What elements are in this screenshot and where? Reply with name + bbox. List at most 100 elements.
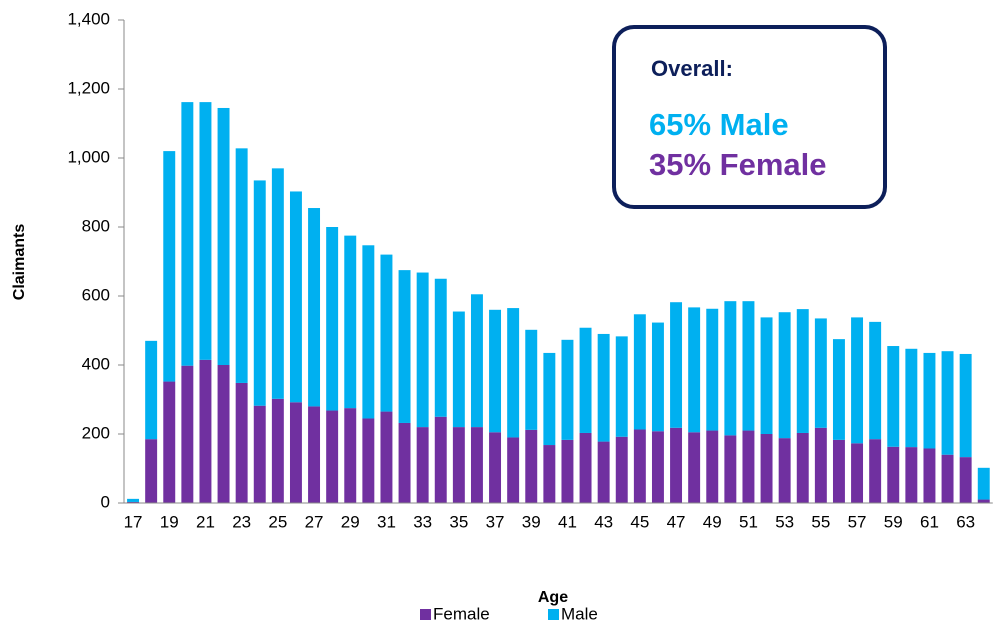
bar-segment (289, 402, 302, 503)
x-tick-label: 31 (377, 512, 396, 531)
bar-segment (959, 457, 972, 503)
x-tick-label: 17 (124, 512, 143, 531)
bar-segment (579, 327, 592, 433)
bar-segment (905, 447, 918, 503)
bar-segment (127, 498, 140, 502)
bar-segment (507, 308, 520, 438)
x-tick-label: 51 (739, 512, 758, 531)
bar-segment (543, 445, 556, 503)
bar-segment (561, 439, 574, 503)
bar-segment (887, 446, 900, 503)
bar-segment (507, 437, 520, 503)
x-tick-label: 41 (558, 512, 577, 531)
bar-segment (651, 322, 664, 432)
bar-segment (778, 438, 791, 503)
x-tick-label: 63 (956, 512, 975, 531)
bar-segment (670, 302, 683, 428)
bar-segment (977, 499, 990, 503)
y-axis-title: Claimants (11, 224, 28, 301)
x-tick-label: 49 (703, 512, 722, 531)
bar-segment (253, 180, 266, 406)
bar-segment (796, 432, 809, 503)
bar-segment (597, 441, 610, 503)
bar-segment (253, 405, 266, 503)
x-tick-label: 45 (630, 512, 649, 531)
bar-segment (362, 245, 375, 419)
bar-segment (235, 382, 248, 503)
x-tick-label: 43 (594, 512, 613, 531)
bar-segment (905, 348, 918, 448)
bar-segment (651, 431, 664, 503)
bar-segment (941, 454, 954, 503)
bar-segment (489, 432, 502, 503)
x-tick-label: 61 (920, 512, 939, 531)
bar-segment (452, 311, 465, 428)
bar-segment (416, 427, 429, 503)
y-tick-label: 1,200 (67, 78, 110, 97)
bar-segment (688, 432, 701, 503)
bar-segment (217, 107, 230, 365)
bar-segment (760, 434, 773, 503)
bar-segment (615, 336, 628, 437)
bar-segment (326, 410, 339, 503)
bar-segment (923, 352, 936, 449)
x-axis-title: Age (538, 589, 568, 606)
bar-segment (796, 309, 809, 433)
bar-segment (362, 418, 375, 503)
x-tick-label: 59 (884, 512, 903, 531)
bar-segment (670, 427, 683, 503)
bar-segment (127, 501, 140, 503)
bar-segment (163, 151, 176, 382)
y-tick-label: 400 (82, 354, 110, 373)
bar-segment (579, 432, 592, 503)
bar-segment (163, 381, 176, 503)
bar-segment (742, 301, 755, 431)
bar-segment (525, 329, 538, 430)
bar-segment (633, 429, 646, 503)
bar-segment (434, 278, 447, 417)
bar-segment (742, 430, 755, 503)
x-tick-label: 57 (848, 512, 867, 531)
bar-segment (452, 427, 465, 503)
x-tick-label: 39 (522, 512, 541, 531)
legend-swatch (420, 609, 431, 620)
legend-label: Male (561, 604, 598, 623)
bar-segment (344, 235, 357, 409)
bar-segment (235, 148, 248, 383)
bar-segment (398, 422, 411, 503)
bar-segment (814, 427, 827, 503)
bar-segment (344, 408, 357, 503)
bar-segment (416, 272, 429, 428)
bar-segment (561, 339, 574, 440)
bar-segment (633, 314, 646, 430)
annotation: 35% Female (649, 147, 827, 182)
legend-swatch (548, 609, 559, 620)
annotation: 65% Male (649, 107, 789, 142)
y-tick-label: 600 (82, 285, 110, 304)
bar-segment (145, 439, 158, 503)
y-tick-label: 1,400 (67, 9, 110, 28)
bar-segment (199, 102, 212, 360)
bar-segment (398, 270, 411, 423)
bar-segment (688, 307, 701, 433)
bar-segment (308, 406, 321, 503)
bar-segment (941, 351, 954, 455)
bar-segment (199, 359, 212, 503)
bar-segment (489, 309, 502, 433)
bar-segment (778, 312, 791, 439)
bar-segment (760, 317, 773, 434)
bar-segment (470, 294, 483, 428)
bar-segment (434, 416, 447, 503)
bar-segment (615, 436, 628, 503)
bar-segment (851, 443, 864, 503)
x-tick-label: 35 (449, 512, 468, 531)
bar-segment (181, 102, 194, 366)
bar-segment (543, 352, 556, 446)
bar-segment (308, 208, 321, 407)
bar-segment (869, 321, 882, 440)
bar-segment (525, 429, 538, 503)
bar-segment (470, 427, 483, 503)
x-tick-label: 25 (268, 512, 287, 531)
x-tick-label: 33 (413, 512, 432, 531)
